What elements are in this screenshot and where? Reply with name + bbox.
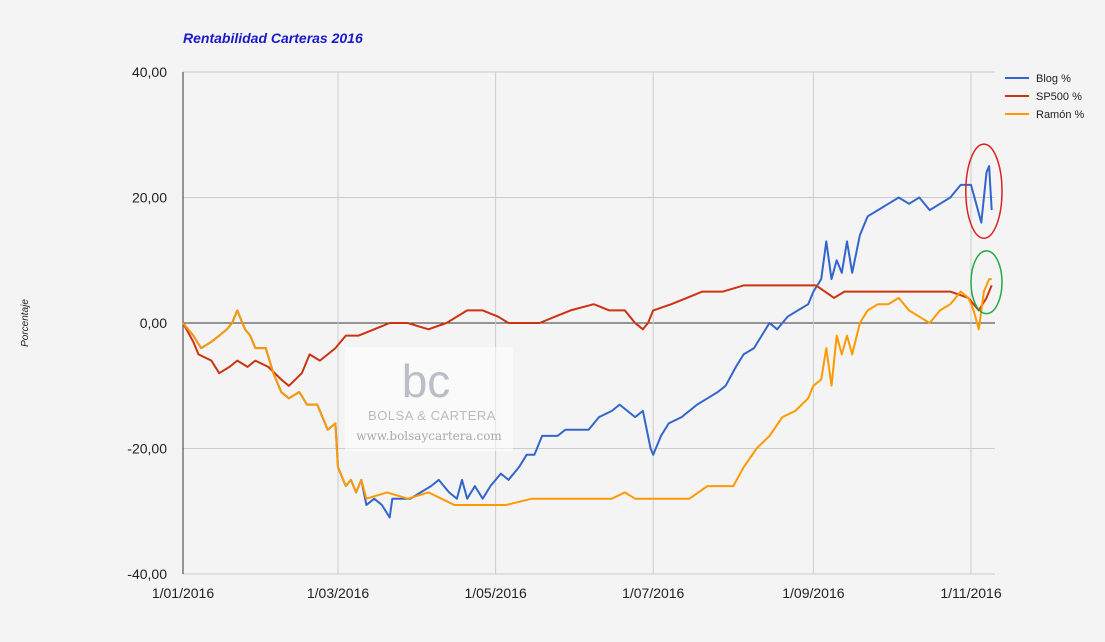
legend-label: Ramón %	[1036, 109, 1085, 121]
legend-item-1[interactable]: Blog %	[1005, 73, 1071, 85]
x-tick-label: 1/03/2016	[307, 585, 369, 601]
watermark-logo: bc	[402, 355, 451, 407]
y-tick-label: -40,00	[127, 566, 167, 582]
series-line-2	[182, 284, 993, 387]
y-tick-label: 20,00	[132, 190, 167, 206]
y-tick-label: 40,00	[132, 64, 167, 80]
y-axis-label: Porcentaje	[20, 299, 31, 347]
watermark-background	[345, 347, 513, 451]
x-tick-label: 1/05/2016	[464, 585, 526, 601]
annotation-circle-2	[970, 250, 1003, 315]
series-line-3	[182, 278, 992, 506]
y-tick-label: -20,00	[127, 441, 167, 457]
axis-labels: 40,00 20,00 0,00 -20,00 -40,00 1/01/2016 1/03/…	[127, 64, 1002, 601]
watermark-brand: BOLSA & CARTERA	[368, 408, 496, 423]
x-tick-label: 1/07/2016	[622, 585, 684, 601]
legend-item-3[interactable]: Ramón %	[1005, 109, 1085, 121]
watermark: bc BOLSA & CARTERA www.bolsaycartera.com	[345, 347, 513, 451]
y-tick-label: 0,00	[140, 315, 167, 331]
x-tick-label: 1/09/2016	[782, 585, 844, 601]
x-tick-label: 1/01/2016	[152, 585, 214, 601]
annotation-circle-1	[965, 143, 1003, 240]
x-tick-label: 1/11/2016	[940, 585, 1001, 601]
series-layer	[182, 165, 993, 519]
legend-label: SP500 %	[1036, 91, 1082, 103]
legend[interactable]: Blog % SP500 % Ramón %	[1005, 73, 1085, 121]
chart-title: Rentabilidad Carteras 2016	[183, 30, 363, 46]
legend-item-2[interactable]: SP500 %	[1005, 91, 1082, 103]
legend-label: Blog %	[1036, 73, 1071, 85]
annotation-layer	[965, 143, 1003, 315]
series-line-1	[182, 165, 993, 519]
watermark-url: www.bolsaycartera.com	[356, 429, 502, 443]
